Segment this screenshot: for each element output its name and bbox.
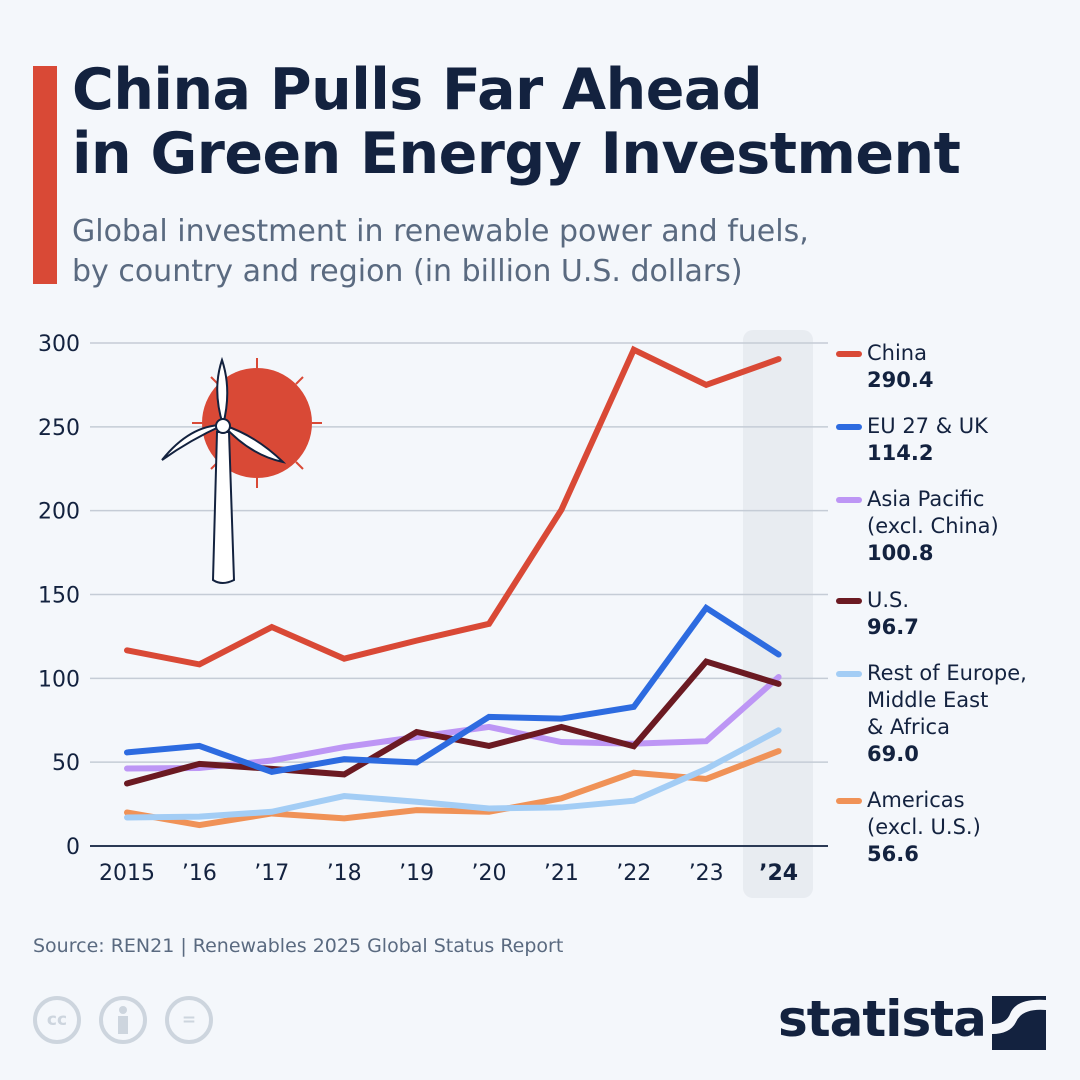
series-line-5 — [124, 748, 782, 829]
y-tick-label: 50 — [52, 751, 80, 776]
x-tick-label: ’23 — [689, 861, 724, 886]
legend-label: Rest of Europe, Middle East & Africa 69.… — [867, 660, 1027, 768]
legend-label: China 290.4 — [867, 340, 933, 394]
legend-series-name: China — [867, 341, 927, 365]
chart-subtitle: Global investment in renewable power and… — [72, 214, 809, 289]
x-tick-label: ’22 — [616, 861, 651, 886]
legend-value: 114.2 — [867, 441, 934, 465]
legend-label: Asia Pacific (excl. China) 100.8 — [867, 486, 999, 567]
no-derivatives-icon[interactable]: = — [165, 996, 213, 1044]
legend-value: 290.4 — [867, 368, 934, 392]
legend-swatch — [836, 671, 862, 677]
legend-swatch — [836, 598, 862, 604]
accent-bar — [33, 66, 57, 284]
gridlines — [90, 342, 828, 847]
legend-series-name: Rest of Europe, Middle East & Africa — [867, 661, 1027, 739]
x-tick-label: 2015 — [99, 861, 155, 886]
legend-label: EU 27 & UK 114.2 — [867, 413, 988, 467]
cc-icon[interactable]: cc — [33, 996, 81, 1044]
statista-logo[interactable]: statista — [778, 990, 1046, 1050]
y-tick-label: 250 — [38, 416, 80, 441]
series-line-0 — [124, 345, 782, 668]
chart-title: China Pulls Far Ahead in Green Energy In… — [72, 57, 961, 187]
legend-series-name: Americas (excl. U.S.) — [867, 788, 981, 839]
x-axis-ticks: 2015 ’16 ’17 ’18 ’19 ’20 ’21 ’22 ’23 ’24 — [99, 861, 798, 886]
legend-swatch — [836, 351, 862, 357]
wind-turbine-sun-icon — [161, 356, 322, 584]
y-tick-label: 100 — [38, 667, 80, 692]
x-tick-label: ’21 — [544, 861, 579, 886]
legend-series-name: EU 27 & UK — [867, 414, 988, 438]
source-note: Source: REN21 | Renewables 2025 Global S… — [33, 935, 564, 957]
x-tick-label: ’16 — [182, 861, 217, 886]
y-tick-label: 150 — [38, 584, 80, 609]
x-tick-label: ’18 — [327, 861, 362, 886]
legend-label: U.S. 96.7 — [867, 587, 919, 641]
y-tick-label: 200 — [38, 500, 80, 525]
attribution-icon[interactable] — [99, 996, 147, 1044]
x-tick-label: ’19 — [399, 861, 434, 886]
logo-text: statista — [778, 990, 987, 1048]
legend-value: 69.0 — [867, 742, 919, 766]
series-line-1 — [124, 603, 782, 775]
y-tick-label: 0 — [66, 835, 80, 860]
legend-swatch — [836, 497, 862, 503]
series-line-3 — [124, 658, 782, 787]
y-tick-label: 300 — [38, 332, 80, 357]
legend-swatch — [836, 424, 862, 430]
series-line-4 — [124, 727, 782, 821]
legend-value: 100.8 — [867, 541, 934, 565]
series-lines — [124, 345, 782, 829]
x-tick-label: ’17 — [254, 861, 289, 886]
statista-logo-mark — [992, 996, 1046, 1050]
x-tick-label: ’20 — [472, 861, 507, 886]
legend-label: Americas (excl. U.S.) 56.6 — [867, 787, 981, 868]
legend-value: 96.7 — [867, 615, 919, 639]
person-icon — [118, 1006, 128, 1034]
legend-value: 56.6 — [867, 842, 919, 866]
x-tick-label: ’24 — [759, 861, 798, 886]
cc-icon-text: cc — [46, 1010, 68, 1030]
nd-icon-text: = — [181, 1010, 197, 1030]
highlight-column-2024 — [743, 330, 813, 898]
legend-series-name: U.S. — [867, 588, 910, 612]
y-axis-ticks: 0 50 100 150 200 250 300 — [38, 332, 80, 860]
legend-series-name: Asia Pacific (excl. China) — [867, 487, 999, 538]
legend-swatch — [836, 798, 862, 804]
